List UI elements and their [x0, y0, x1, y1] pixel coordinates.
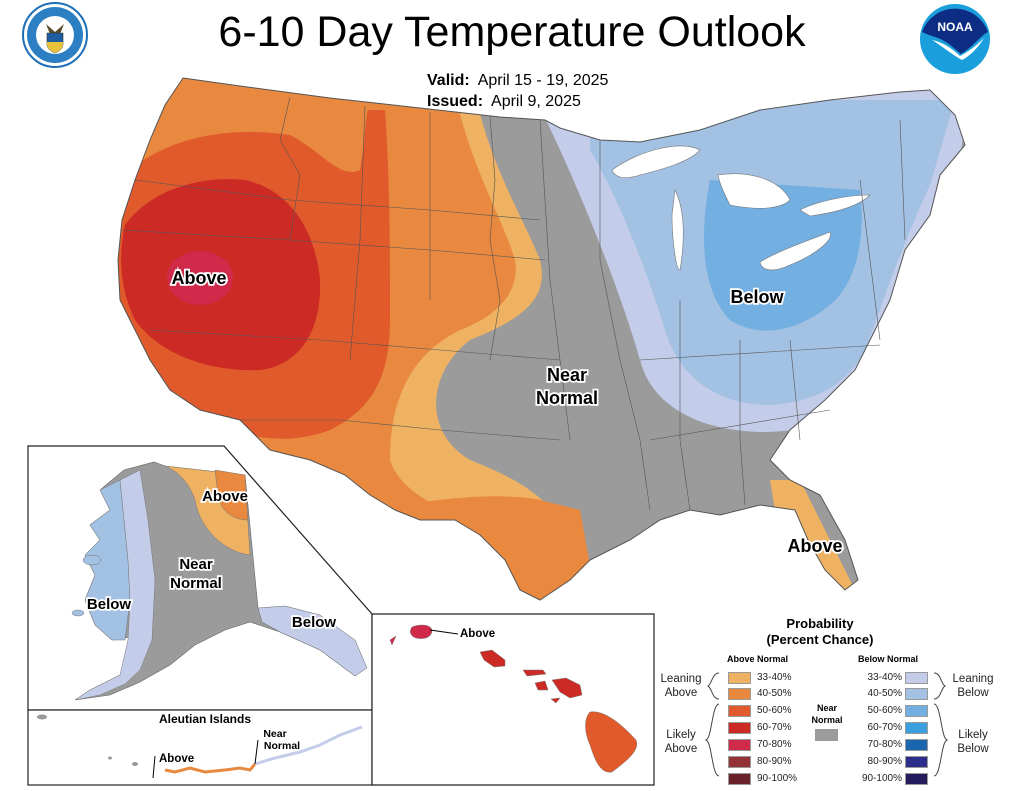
likely-below-line2: Below [957, 743, 989, 755]
conus-outline [117, 77, 966, 601]
below-swatch-70-80 [905, 739, 928, 751]
state-borders [121, 96, 906, 511]
noaa-text: NOAA [937, 20, 973, 34]
west-above-label: Above [171, 268, 226, 288]
near-header-line1: Near [816, 703, 837, 713]
aleutian-near-label: Near [263, 728, 286, 740]
noaa-icon: NOAA [920, 4, 990, 74]
normal-label: Normal [536, 388, 598, 408]
page-title: 6-10 Day Temperature Outlook [218, 8, 806, 56]
hawaii-islands [389, 624, 638, 773]
legend-braces [704, 672, 949, 777]
florida-above-label: Above [787, 536, 842, 556]
leaning-below-label: Leaning Below [948, 672, 998, 700]
alaska-below-southeast-label: Below [292, 614, 337, 631]
aleutian-above-label: Above [159, 753, 194, 765]
below-label-60-70: 60-70% [867, 722, 902, 733]
below-label-70-80: 70-80% [867, 739, 902, 750]
alaska-near-label: Near [179, 556, 213, 573]
below-swatch-90-100 [905, 773, 928, 785]
below-label-90-100: 90-100% [861, 773, 902, 784]
leaning-below-line1: Leaning [952, 673, 994, 685]
below-normal-header: Below Normal [858, 654, 919, 664]
near-header-line2: Normal [811, 715, 843, 725]
above-label-90-100: 90-100% [757, 773, 798, 784]
near-normal-header: Near Normal [810, 702, 844, 726]
above-swatch-70-80 [728, 739, 751, 751]
leaning-above-line1: Leaning [660, 673, 702, 685]
near-label: Near [547, 365, 587, 385]
likely-above-line1: Likely [666, 729, 696, 741]
issued-value: April 9, 2025 [491, 93, 581, 110]
alaska-map [71, 461, 368, 701]
above-label-33-40: 33-40% [757, 672, 792, 683]
commerce-seal-logo [22, 2, 88, 68]
aleutian-title: Aleutian Islands [159, 712, 251, 726]
texas-above-region [380, 496, 600, 600]
legend-title: Probability (Percent Chance) [740, 616, 900, 648]
leaning-above-label: Leaning Above [656, 672, 706, 700]
above-label-60-70: 60-70% [757, 722, 792, 733]
valid-dates: Valid: April 15 - 19, 2025 [427, 72, 608, 90]
above-swatch-60-70 [728, 722, 751, 734]
above-swatch-40-50 [728, 688, 751, 700]
east-below-label: Below [730, 287, 784, 307]
below-swatch-60-70 [905, 722, 928, 734]
legend-title-line2: (Percent Chance) [766, 632, 874, 647]
alaska-above-label: Above [202, 488, 248, 505]
alaska-normal-label: Normal [170, 575, 222, 592]
noaa-logo: NOAA [918, 2, 992, 76]
above-label-80-90: 80-90% [757, 756, 792, 767]
alaska-below-west-label: Below [87, 596, 132, 613]
valid-value: April 15 - 19, 2025 [477, 72, 609, 89]
seal-icon [22, 2, 88, 68]
issued-date: Issued: April 9, 2025 [427, 93, 581, 111]
issued-label: Issued: [427, 93, 484, 110]
leaning-above-line2: Above [664, 687, 698, 699]
below-swatch-50-60 [905, 705, 928, 717]
below-label-50-60: 50-60% [867, 705, 902, 716]
legend-title-line1: Probability [786, 616, 854, 631]
above-swatch-80-90 [728, 756, 751, 768]
above-swatch-90-100 [728, 773, 751, 785]
hawaii-above-label: Above [460, 628, 495, 640]
aleutian-normal-label: Normal [264, 740, 300, 752]
likely-below-label: Likely Below [948, 728, 998, 756]
above-label-50-60: 50-60% [757, 705, 792, 716]
below-label-80-90: 80-90% [867, 756, 902, 767]
below-swatch-80-90 [905, 756, 928, 768]
aleutian-islands [37, 714, 363, 779]
hawaii-inset-frame [371, 613, 655, 786]
above-label-70-80: 70-80% [757, 739, 792, 750]
above-label-40-50: 40-50% [757, 688, 792, 699]
likely-above-label: Likely Above [656, 728, 706, 756]
great-lakes [611, 145, 871, 271]
below-swatch-40-50 [905, 688, 928, 700]
above-swatch-33-40 [728, 672, 751, 684]
below-label-33-40: 33-40% [867, 672, 902, 683]
above-70-80-region [167, 251, 233, 305]
below-label-40-50: 40-50% [867, 688, 902, 699]
likely-below-line1: Likely [958, 729, 988, 741]
above-swatch-50-60 [728, 705, 751, 717]
below-swatch-33-40 [905, 672, 928, 684]
above-normal-header: Above Normal [727, 654, 789, 664]
leaning-below-line2: Below [957, 687, 989, 699]
near-normal-swatch [815, 729, 838, 741]
valid-label: Valid: [427, 72, 470, 89]
likely-above-line2: Above [664, 743, 698, 755]
